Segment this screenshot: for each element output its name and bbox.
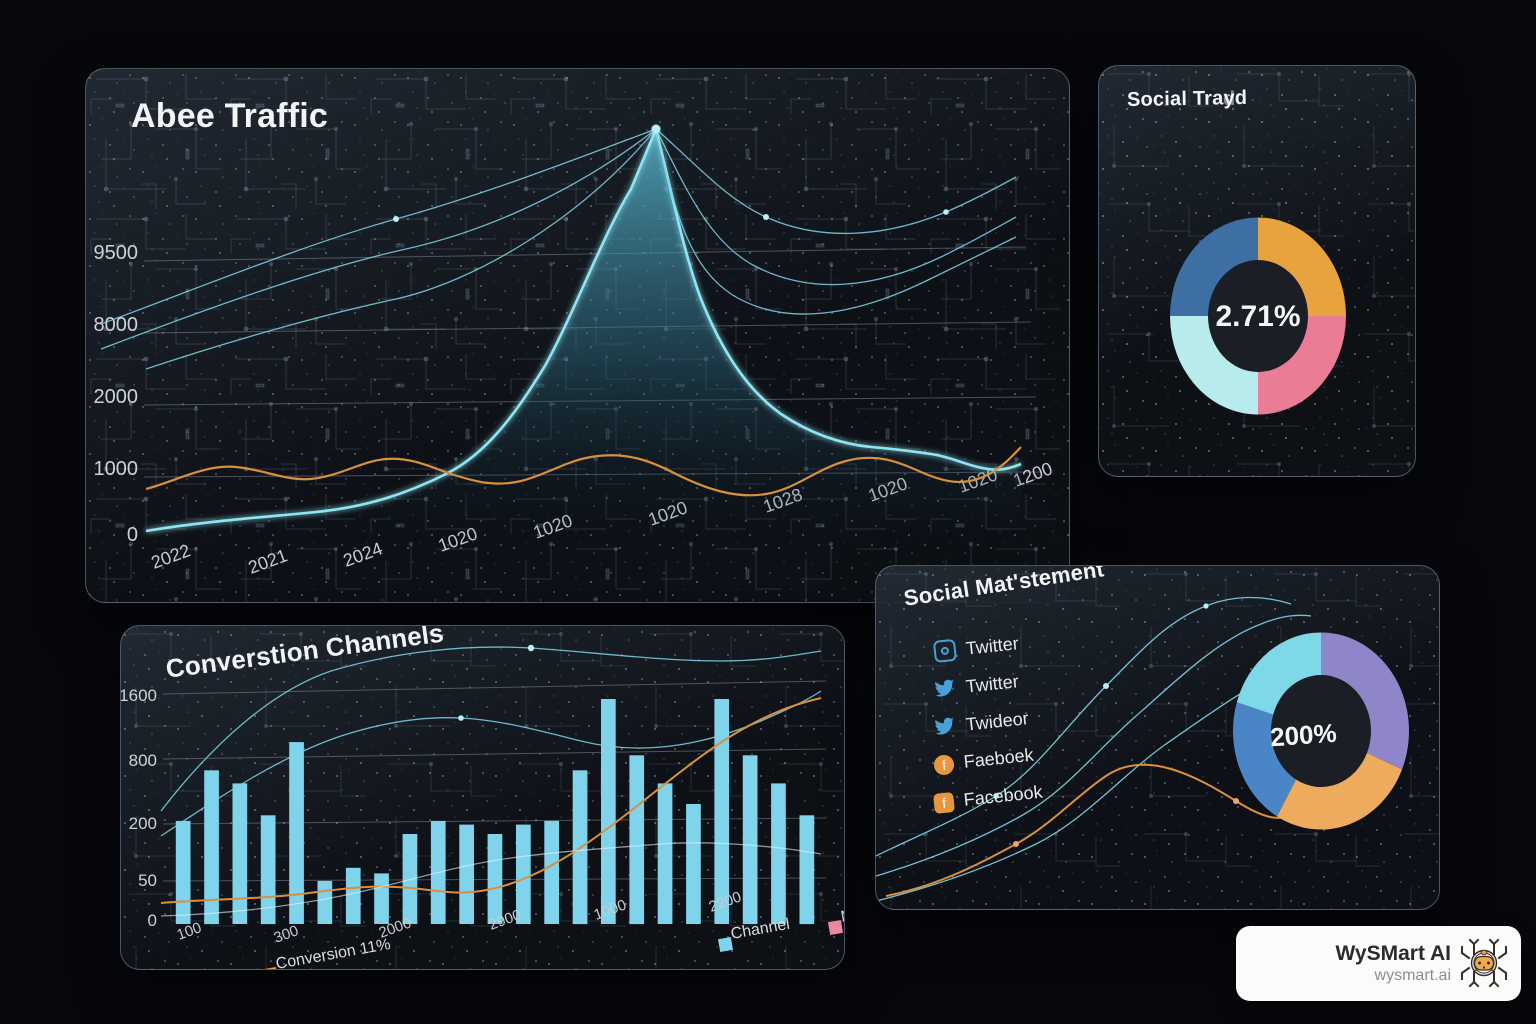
svg-text:200%: 200% xyxy=(1269,718,1337,753)
svg-text:50: 50 xyxy=(138,871,157,890)
svg-text:1600: 1600 xyxy=(121,686,157,705)
svg-text:0: 0 xyxy=(148,911,157,930)
svg-text:1000: 1000 xyxy=(94,458,139,480)
svg-text:200: 200 xyxy=(129,814,157,833)
svg-text:0: 0 xyxy=(127,524,138,546)
svg-text:2000: 2000 xyxy=(94,386,139,408)
svg-text:2.71%: 2.71% xyxy=(1215,300,1300,333)
svg-text:800: 800 xyxy=(129,751,157,770)
svg-text:9500: 9500 xyxy=(94,242,139,264)
svg-text:8000: 8000 xyxy=(94,314,139,336)
